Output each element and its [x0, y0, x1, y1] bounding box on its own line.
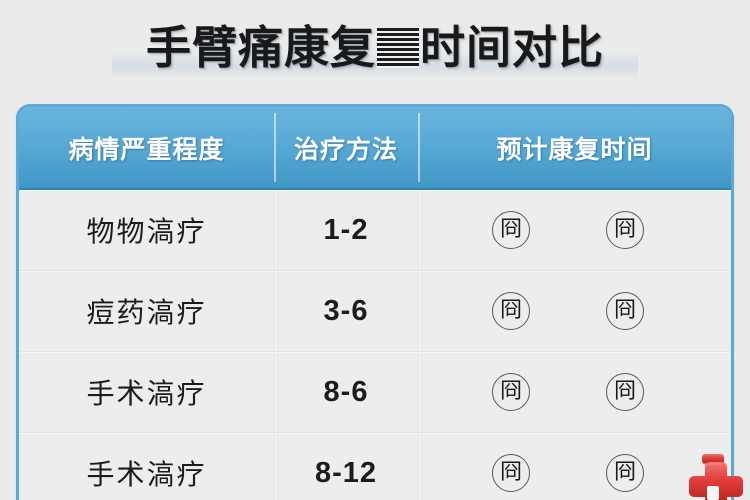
- circled-glyph-icon: 冏: [492, 211, 530, 249]
- comparison-table: 病情严重程度 治疗方法 预计康复时间 物物滈疗 1-2 冏 冏 痘药滈疗 3-6: [16, 104, 734, 500]
- row-divider-2: [418, 190, 419, 270]
- row-divider-2: [418, 433, 419, 500]
- page-title: 手臂痛康复 时间对比: [0, 8, 750, 86]
- row-divider-1: [274, 433, 275, 500]
- table-header-row: 病情严重程度 治疗方法 预计康复时间: [19, 107, 731, 190]
- cell-recovery-icons: 冏 冏: [418, 271, 731, 351]
- table-row[interactable]: 物物滈疗 1-2 冏 冏: [19, 190, 731, 271]
- row-divider-2: [418, 271, 419, 351]
- circled-glyph-icon: 冏: [606, 373, 644, 411]
- row-divider-1: [274, 190, 275, 270]
- page-title-text-before: 手臂痛康复: [145, 21, 376, 73]
- table-row[interactable]: 手术滈疗 8-12 冏 冏: [19, 433, 731, 500]
- circled-glyph-icon: 冏: [492, 373, 530, 411]
- row-divider-1: [274, 271, 275, 351]
- page-title-text-after: 时间对比: [420, 21, 605, 73]
- row-divider-1: [274, 352, 275, 432]
- cell-severity: 物物滈疗: [86, 216, 207, 247]
- cell-severity: 痘药滈疗: [86, 297, 207, 328]
- cell-recovery-icons: 冏 冏: [418, 352, 731, 432]
- table-row[interactable]: 手术滈疗 8-6 冏 冏: [19, 352, 731, 433]
- cell-recovery-icons: 冏 冏: [418, 433, 731, 500]
- glitch-block-icon: [377, 27, 419, 68]
- row-divider-2: [418, 352, 419, 432]
- cell-duration: 3-6: [323, 294, 369, 327]
- circled-glyph-icon: 冏: [492, 454, 530, 492]
- medical-cross-icon: [682, 448, 744, 500]
- cell-duration: 8-12: [314, 456, 378, 489]
- page-title-text: 手臂痛康复 时间对比: [146, 25, 604, 70]
- circled-glyph-icon: 冏: [606, 211, 644, 249]
- column-header-severity: 病情严重程度: [68, 135, 225, 164]
- column-header-treatment: 治疗方法: [293, 135, 398, 164]
- column-header-recovery-time: 预计康复时间: [496, 135, 653, 164]
- cell-severity: 手术滈疗: [86, 459, 207, 490]
- cell-recovery-icons: 冏 冏: [418, 190, 731, 270]
- cell-duration: 1-2: [323, 213, 369, 246]
- table-row[interactable]: 痘药滈疗 3-6 冏 冏: [19, 271, 731, 352]
- circled-glyph-icon: 冏: [606, 292, 644, 330]
- header-divider-1: [274, 113, 276, 182]
- circled-glyph-icon: 冏: [492, 292, 530, 330]
- table-body: 物物滈疗 1-2 冏 冏 痘药滈疗 3-6 冏 冏: [19, 190, 731, 500]
- cell-duration: 8-6: [323, 375, 369, 408]
- header-divider-2: [418, 113, 420, 182]
- circled-glyph-icon: 冏: [606, 454, 644, 492]
- cell-severity: 手术滈疗: [86, 378, 207, 409]
- title-highlight-band: [112, 52, 638, 78]
